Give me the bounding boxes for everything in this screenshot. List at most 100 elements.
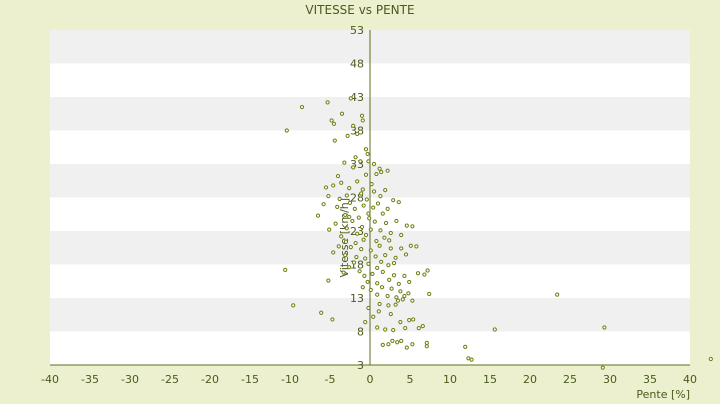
data-point (337, 196, 342, 201)
data-point (386, 263, 391, 268)
data-point (395, 340, 400, 345)
data-point (355, 131, 360, 136)
data-point (359, 113, 365, 118)
data-point (353, 240, 358, 246)
data-point (333, 221, 338, 226)
data-point (331, 183, 336, 188)
data-point (398, 289, 403, 294)
data-point (391, 198, 396, 203)
data-point (284, 128, 289, 133)
data-point (361, 237, 366, 242)
data-point (347, 214, 352, 220)
data-point (377, 166, 382, 171)
data-point (344, 193, 349, 198)
chart-title: VITESSE vs PENTE (305, 3, 414, 17)
data-point (377, 243, 382, 248)
data-point (406, 291, 411, 296)
data-point (365, 151, 370, 157)
data-point (366, 211, 371, 216)
data-point (386, 303, 391, 308)
data-point (348, 96, 353, 101)
data-point (385, 293, 390, 299)
data-point (362, 273, 367, 278)
data-point (367, 216, 372, 221)
data-point (350, 218, 355, 224)
data-point (368, 287, 373, 293)
data-point (359, 224, 365, 230)
data-point (380, 342, 385, 347)
data-point (335, 204, 340, 209)
data-point (323, 185, 329, 190)
data-point (363, 320, 368, 325)
data-point (355, 231, 360, 236)
data-point (399, 338, 404, 343)
x-tick-label: -40 (41, 373, 59, 386)
data-point (393, 302, 398, 307)
data-point (315, 213, 321, 218)
data-point (410, 342, 415, 347)
data-point (371, 161, 377, 167)
data-point (363, 256, 368, 261)
data-point (383, 220, 389, 226)
data-point (391, 273, 397, 278)
data-point (356, 215, 361, 220)
data-point (351, 165, 356, 170)
data-point (348, 244, 353, 250)
x-tick-label: -35 (81, 373, 99, 386)
data-point (420, 324, 425, 329)
data-point (343, 239, 349, 244)
data-point (394, 218, 399, 224)
data-point (331, 121, 337, 126)
data-point (376, 309, 381, 314)
x-tick-labels: -40 -35 -30 -25 -20 -15 -10 -5 0 5 10 15 20 25 30 35 40 (41, 373, 697, 386)
data-point (370, 271, 375, 276)
data-point (414, 244, 419, 249)
data-point (411, 317, 416, 322)
data-point (375, 325, 380, 330)
data-point (331, 250, 336, 255)
data-point (379, 169, 384, 175)
data-point (368, 227, 373, 232)
data-point (329, 118, 334, 123)
data-point (352, 206, 357, 211)
x-tick-label: -25 (161, 373, 179, 386)
data-point (390, 338, 395, 343)
x-tick-label: 10 (443, 373, 457, 386)
data-point (339, 180, 344, 185)
x-tick-label: 0 (367, 373, 374, 386)
data-point (391, 261, 397, 266)
x-tick-label: 5 (407, 373, 414, 386)
x-tick-label: -30 (121, 373, 139, 386)
data-point (375, 265, 380, 270)
data-point (339, 234, 344, 239)
data-point (351, 260, 357, 265)
data-point (357, 269, 362, 274)
data-point (379, 285, 385, 290)
data-point (283, 267, 288, 272)
data-point (343, 253, 348, 258)
data-point (402, 273, 407, 278)
data-point (402, 293, 407, 299)
data-point (399, 232, 404, 238)
data-point (371, 205, 376, 210)
data-point (394, 295, 399, 300)
data-point (378, 228, 383, 233)
data-point (388, 311, 393, 317)
data-point (400, 297, 405, 302)
data-point (555, 292, 560, 297)
data-point (408, 243, 413, 248)
y-tick-label: 53 (350, 24, 364, 37)
data-point (387, 277, 392, 283)
data-point (355, 179, 360, 184)
data-point (378, 194, 383, 199)
x-axis-label: Pente [%] (636, 388, 690, 400)
data-point (407, 279, 412, 285)
data-point (374, 171, 379, 177)
data-point (380, 211, 385, 216)
data-point (373, 254, 378, 259)
data-point (336, 244, 341, 249)
data-point (708, 356, 713, 362)
data-point (359, 191, 364, 196)
